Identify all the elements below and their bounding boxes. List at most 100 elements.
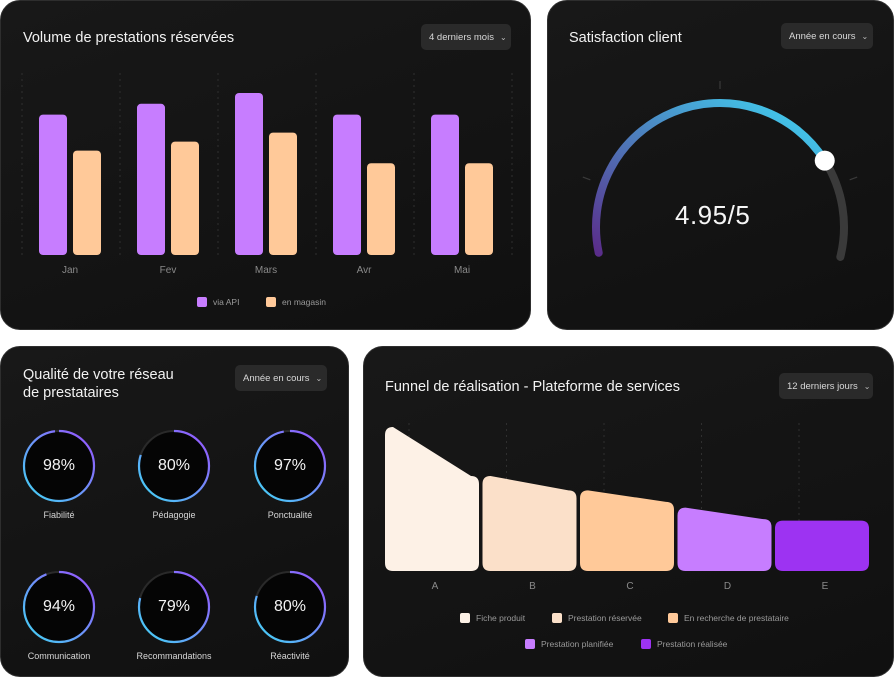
- legend-swatch: [668, 613, 678, 623]
- legend-label: Prestation réalisée: [657, 639, 728, 649]
- legend-swatch-api: [197, 297, 207, 307]
- x-tick-label: D: [724, 581, 731, 592]
- quality-card: Qualité de votre réseau de prestataires …: [0, 346, 349, 677]
- bar-magasin-jan: [73, 150, 101, 255]
- ring-value: 80%: [273, 598, 307, 615]
- funnel-card: Funnel de réalisation - Plateforme de se…: [363, 346, 894, 677]
- chevron-down-icon: ⌄: [863, 381, 871, 391]
- satisfaction-score: 4.95/5: [675, 200, 751, 230]
- x-tick-label: B: [529, 581, 536, 592]
- satisfaction-card: Satisfaction client Année en cours ⌄ 4.9…: [547, 0, 894, 330]
- ring-progress: [22, 570, 96, 644]
- bar-api-jan: [39, 114, 67, 255]
- ring-value: 80%: [157, 457, 191, 474]
- legend-item-api: via API: [197, 297, 239, 307]
- quality-title-line2: de prestataires: [23, 385, 119, 401]
- funnel-chart: A B C D E: [385, 423, 869, 592]
- volume-title: Volume de prestations réservées: [23, 30, 235, 46]
- funnel-period-label: 12 derniers jours: [787, 380, 858, 392]
- legend-label: En recherche de prestataire: [684, 613, 789, 623]
- ring-label: Fiabilité: [43, 510, 75, 520]
- x-tick-label: E: [822, 581, 829, 592]
- gauge-knob: [814, 150, 835, 171]
- bar-magasin-mars: [269, 132, 297, 255]
- legend-swatch: [525, 639, 535, 649]
- funnel-legend-item: En recherche de prestataire: [668, 613, 789, 623]
- funnel-stage-e: [775, 520, 869, 571]
- chevron-down-icon: ⌄: [499, 32, 507, 42]
- bar-api-avr: [333, 114, 361, 255]
- ring-label: Recommandations: [136, 651, 212, 661]
- chevron-down-icon: ⌄: [861, 31, 869, 41]
- ring-label: Réactivité: [270, 651, 310, 661]
- ring-progress: [137, 429, 211, 503]
- ring-progress: [137, 570, 211, 644]
- legend-swatch-magasin: [266, 297, 276, 307]
- gauge-tick: [582, 176, 591, 181]
- gauge-tick: [849, 176, 858, 181]
- legend-swatch: [460, 613, 470, 623]
- legend-label: Fiche produit: [476, 613, 526, 623]
- quality-period-label: Année en cours: [243, 372, 310, 384]
- volume-bar-chart: Jan Fev Mars Avr Mai: [21, 73, 513, 276]
- x-tick-label: Jan: [62, 265, 78, 276]
- ring-value: 97%: [273, 457, 307, 474]
- bar-api-mars: [235, 93, 263, 255]
- funnel-legend-item: Fiche produit: [460, 613, 525, 623]
- bar-magasin-avr: [367, 163, 395, 255]
- quality-ring-0: 98%: [21, 428, 97, 504]
- ring-progress: [253, 570, 327, 644]
- funnel-stage-d: [677, 507, 772, 571]
- ring-label: Pédagogie: [152, 510, 196, 520]
- bar-api-fev: [137, 103, 165, 255]
- volume-period-label: 4 derniers mois: [429, 31, 494, 43]
- funnel-stage-a: [385, 427, 479, 571]
- ring-progress: [253, 429, 327, 503]
- x-tick-label: Avr: [357, 265, 372, 276]
- quality-ring-4: 79%: [136, 569, 212, 645]
- quality-ring-3: 94%: [21, 569, 97, 645]
- funnel-legend-item: Prestation réservée: [552, 613, 642, 623]
- funnel-legend-item: Prestation réalisée: [641, 639, 727, 649]
- gauge-value-arc: [592, 99, 829, 257]
- satisfaction-gauge: [582, 81, 858, 261]
- ring-value: 98%: [42, 457, 76, 474]
- quality-ring-2: 97%: [252, 428, 328, 504]
- quality-title-line1: Qualité de votre réseau: [23, 367, 174, 383]
- bar-magasin-fev: [171, 141, 199, 255]
- satisfaction-title: Satisfaction client: [569, 30, 682, 46]
- quality-period-dropdown[interactable]: Année en cours ⌄: [235, 365, 327, 391]
- x-tick-label: C: [626, 581, 633, 592]
- gauge-track: [820, 156, 848, 261]
- ring-label: Communication: [27, 651, 91, 661]
- funnel-period-dropdown[interactable]: 12 derniers jours ⌄: [779, 373, 873, 399]
- quality-ring-5: 80%: [252, 569, 328, 645]
- ring-progress: [22, 429, 96, 503]
- x-tick-label: A: [432, 581, 439, 592]
- bar-magasin-mai: [465, 163, 493, 255]
- volume-card: Volume de prestations réservées 4 dernie…: [0, 0, 531, 330]
- funnel-title: Funnel de réalisation - Plateforme de se…: [385, 379, 680, 395]
- legend-label-api: via API: [213, 297, 240, 307]
- bar-api-mai: [431, 114, 459, 255]
- funnel-legend-item: Prestation planifiée: [525, 639, 613, 649]
- funnel-stage-b: [482, 475, 577, 571]
- x-tick-label: Fev: [160, 265, 177, 276]
- satisfaction-period-dropdown[interactable]: Année en cours ⌄: [781, 23, 873, 49]
- funnel-stage-c: [580, 490, 674, 571]
- ring-value: 94%: [42, 598, 76, 615]
- volume-period-dropdown[interactable]: 4 derniers mois ⌄: [421, 24, 511, 50]
- ring-label: Ponctualité: [267, 510, 313, 520]
- legend-swatch: [552, 613, 562, 623]
- legend-label-magasin: en magasin: [282, 297, 326, 307]
- chevron-down-icon: ⌄: [315, 373, 323, 383]
- quality-ring-1: 80%: [136, 428, 212, 504]
- legend-label: Prestation planifiée: [541, 639, 614, 649]
- legend-item-magasin: en magasin: [266, 297, 326, 307]
- satisfaction-period-label: Année en cours: [789, 30, 856, 42]
- legend-label: Prestation réservée: [568, 613, 642, 623]
- legend-swatch: [641, 639, 651, 649]
- ring-value: 79%: [157, 598, 191, 615]
- x-tick-label: Mai: [454, 265, 470, 276]
- x-tick-label: Mars: [255, 265, 277, 276]
